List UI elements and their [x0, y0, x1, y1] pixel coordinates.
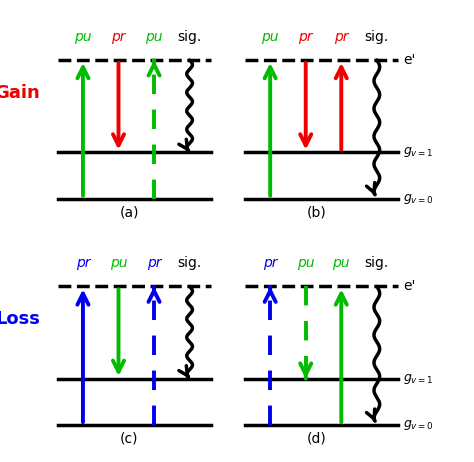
Text: pr: pr — [147, 256, 161, 270]
Text: pu: pu — [146, 30, 163, 44]
Text: sig.: sig. — [365, 256, 389, 270]
Text: pu: pu — [74, 30, 91, 44]
Text: (c): (c) — [120, 432, 138, 446]
Text: Loss: Loss — [0, 310, 40, 328]
Text: e': e' — [403, 280, 416, 293]
Text: pu: pu — [297, 256, 314, 270]
Text: sig.: sig. — [365, 30, 389, 44]
Text: pr: pr — [299, 30, 313, 44]
Text: Gain: Gain — [0, 84, 40, 102]
Text: pu: pu — [262, 30, 279, 44]
Text: $g_{v=1}$: $g_{v=1}$ — [403, 146, 434, 159]
Text: e': e' — [403, 53, 416, 67]
Text: $g_{v=1}$: $g_{v=1}$ — [403, 372, 434, 386]
Text: $g_{v=0}$: $g_{v=0}$ — [403, 418, 434, 432]
Text: $g_{v=0}$: $g_{v=0}$ — [403, 192, 434, 206]
Text: (b): (b) — [307, 206, 326, 219]
Text: (a): (a) — [119, 206, 139, 219]
Text: pr: pr — [334, 30, 348, 44]
Text: (d): (d) — [307, 432, 326, 446]
Text: pu: pu — [110, 256, 127, 270]
Text: pr: pr — [263, 256, 277, 270]
Text: pu: pu — [333, 256, 350, 270]
Text: pr: pr — [76, 256, 90, 270]
Text: pr: pr — [111, 30, 126, 44]
Text: sig.: sig. — [177, 30, 202, 44]
Text: sig.: sig. — [177, 256, 202, 270]
